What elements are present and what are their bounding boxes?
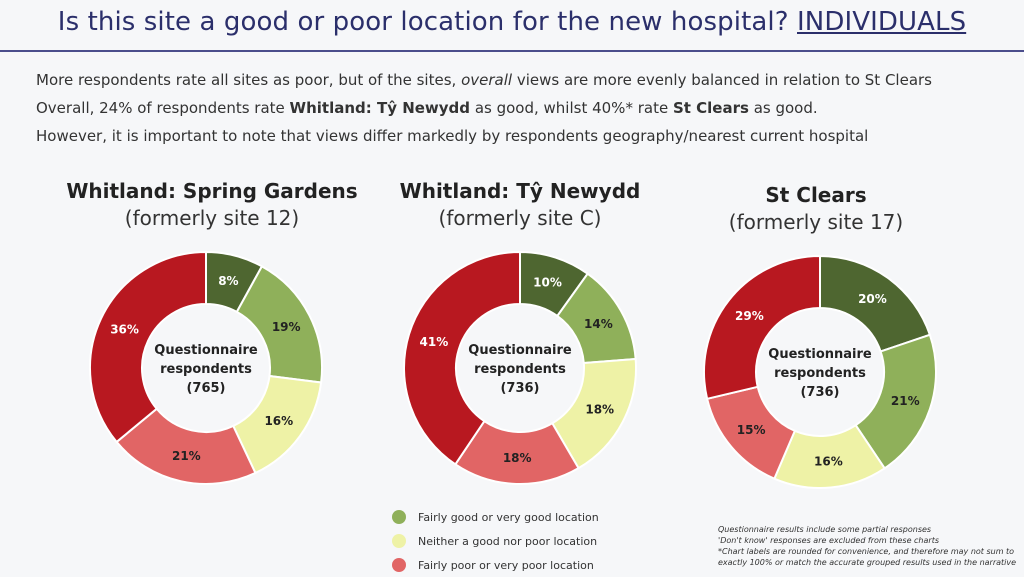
chart-1-label-neither: 16% (264, 414, 293, 428)
legend-swatch-good (392, 510, 406, 524)
chart-2-subtitle: (formerly site C) (438, 206, 602, 230)
chart-1-subtitle: (formerly site 12) (124, 206, 300, 230)
chart-3-label-very-good: 20% (858, 292, 887, 306)
summary-line-1: More respondents rate all sites as poor,… (36, 70, 1006, 90)
chart-2-label-fairly-poor: 18% (503, 451, 532, 465)
chart-1-title: Whitland: Spring Gardens (66, 179, 358, 203)
chart-1-label-very-poor: 36% (110, 323, 139, 337)
chart-2-label-very-good: 10% (533, 275, 562, 289)
chart-2-center-label-2: respondents (474, 362, 566, 377)
chart-2-label-fairly-good: 14% (584, 317, 613, 331)
chart-2-label-neither: 18% (585, 403, 614, 417)
chart-3-subtitle: (formerly site 17) (728, 210, 904, 234)
chart-2-heading: Whitland: Tŷ Newydd (formerly site C) (370, 178, 670, 232)
chart-3-label-fairly-good: 21% (891, 394, 920, 408)
chart-2-label-very-poor: 41% (420, 335, 449, 349)
footnote: Questionnaire results include some parti… (718, 524, 1018, 568)
summary-text: More respondents rate all sites as poor,… (36, 70, 1006, 154)
chart-3-title: St Clears (765, 183, 867, 207)
chart-3-slice-very-good (819, 254, 932, 353)
legend-label-good: Fairly good or very good location (418, 510, 599, 524)
chart-3-center-label-3: (736) (800, 385, 839, 400)
summary-line-2d: as good. (748, 99, 818, 117)
chart-2-center-label-3: (736) (500, 381, 539, 396)
footnote-line-2: 'Don't know' responses are excluded from… (718, 536, 939, 545)
footnote-line-1: Questionnaire results include some parti… (718, 525, 932, 534)
page-title: Is this site a good or poor location for… (0, 0, 1024, 37)
legend-item-neutral: Neither a good nor poor location (392, 529, 599, 553)
legend: Fairly good or very good location Neithe… (392, 505, 599, 577)
legend-item-good: Fairly good or very good location (392, 505, 599, 529)
footnote-line-4: exactly 100% or match the accurate group… (718, 558, 1017, 567)
chart-1-heading: Whitland: Spring Gardens (formerly site … (62, 178, 362, 232)
chart-1-label-fairly-good: 19% (272, 320, 301, 334)
summary-line-1-emphasis: overall (461, 71, 513, 89)
chart-2-title: Whitland: Tŷ Newydd (399, 179, 641, 203)
chart-3-label-very-poor: 29% (735, 309, 764, 323)
donut-chart-2: 10% 14% 18% 18% 41% Questionnaire respondents (… (403, 250, 637, 485)
chart-1-center-label-2: respondents (160, 362, 252, 377)
footnote-line-3: *Chart labels are rounded for convenienc… (718, 547, 1015, 556)
legend-item-poor: Fairly poor or very poor location (392, 553, 599, 577)
summary-line-1a: More respondents rate all sites as poor,… (36, 71, 462, 89)
page-title-tag: INDIVIDUALS (797, 7, 967, 37)
summary-line-2c: as good, whilst 40%* rate (470, 99, 673, 117)
legend-swatch-neutral (392, 534, 406, 548)
title-bar: Is this site a good or poor location for… (0, 0, 1024, 48)
summary-line-2: Overall, 24% of respondents rate Whitlan… (36, 98, 1006, 118)
chart-3-center-label-2: respondents (774, 366, 866, 381)
chart-2-center-label-1: Questionnaire (468, 343, 572, 358)
chart-1-label-fairly-poor: 21% (172, 449, 201, 463)
chart-1-center-label-1: Questionnaire (154, 343, 258, 358)
summary-line-2a: Overall, 24% of respondents rate (36, 99, 290, 117)
summary-line-2-site-2: St Clears (672, 99, 749, 117)
chart-1-center-label-3: (765) (186, 381, 225, 396)
chart-3-heading: St Clears (formerly site 17) (666, 182, 966, 236)
chart-1-slice-very-poor (89, 250, 207, 444)
summary-line-2-site-1: Whitland: Tŷ Newydd (289, 99, 471, 117)
title-divider (0, 50, 1024, 52)
chart-3-label-fairly-poor: 15% (737, 423, 766, 437)
donut-chart-3: 20% 21% 16% 15% 29% Questionnaire respondents (… (703, 254, 937, 489)
summary-line-3: However, it is important to note that vi… (36, 127, 869, 145)
donut-chart-1: 8% 19% 16% 21% 36% Questionnaire respondents (7… (89, 250, 323, 485)
chart-1-label-very-good: 8% (218, 274, 238, 288)
chart-3-label-neither: 16% (814, 455, 843, 469)
chart-1-slice-fairly-poor (115, 407, 257, 485)
legend-label-poor: Fairly poor or very poor location (418, 558, 594, 572)
chart-3-slice-very-poor (703, 254, 821, 401)
summary-line-1b: views are more evenly balanced in relati… (512, 71, 932, 89)
legend-swatch-poor (392, 558, 406, 572)
page-title-main: Is this site a good or poor location for… (57, 7, 789, 37)
chart-3-center-label-1: Questionnaire (768, 347, 872, 362)
legend-label-neutral: Neither a good nor poor location (418, 534, 598, 548)
chart-2-slice-very-poor (403, 250, 521, 466)
